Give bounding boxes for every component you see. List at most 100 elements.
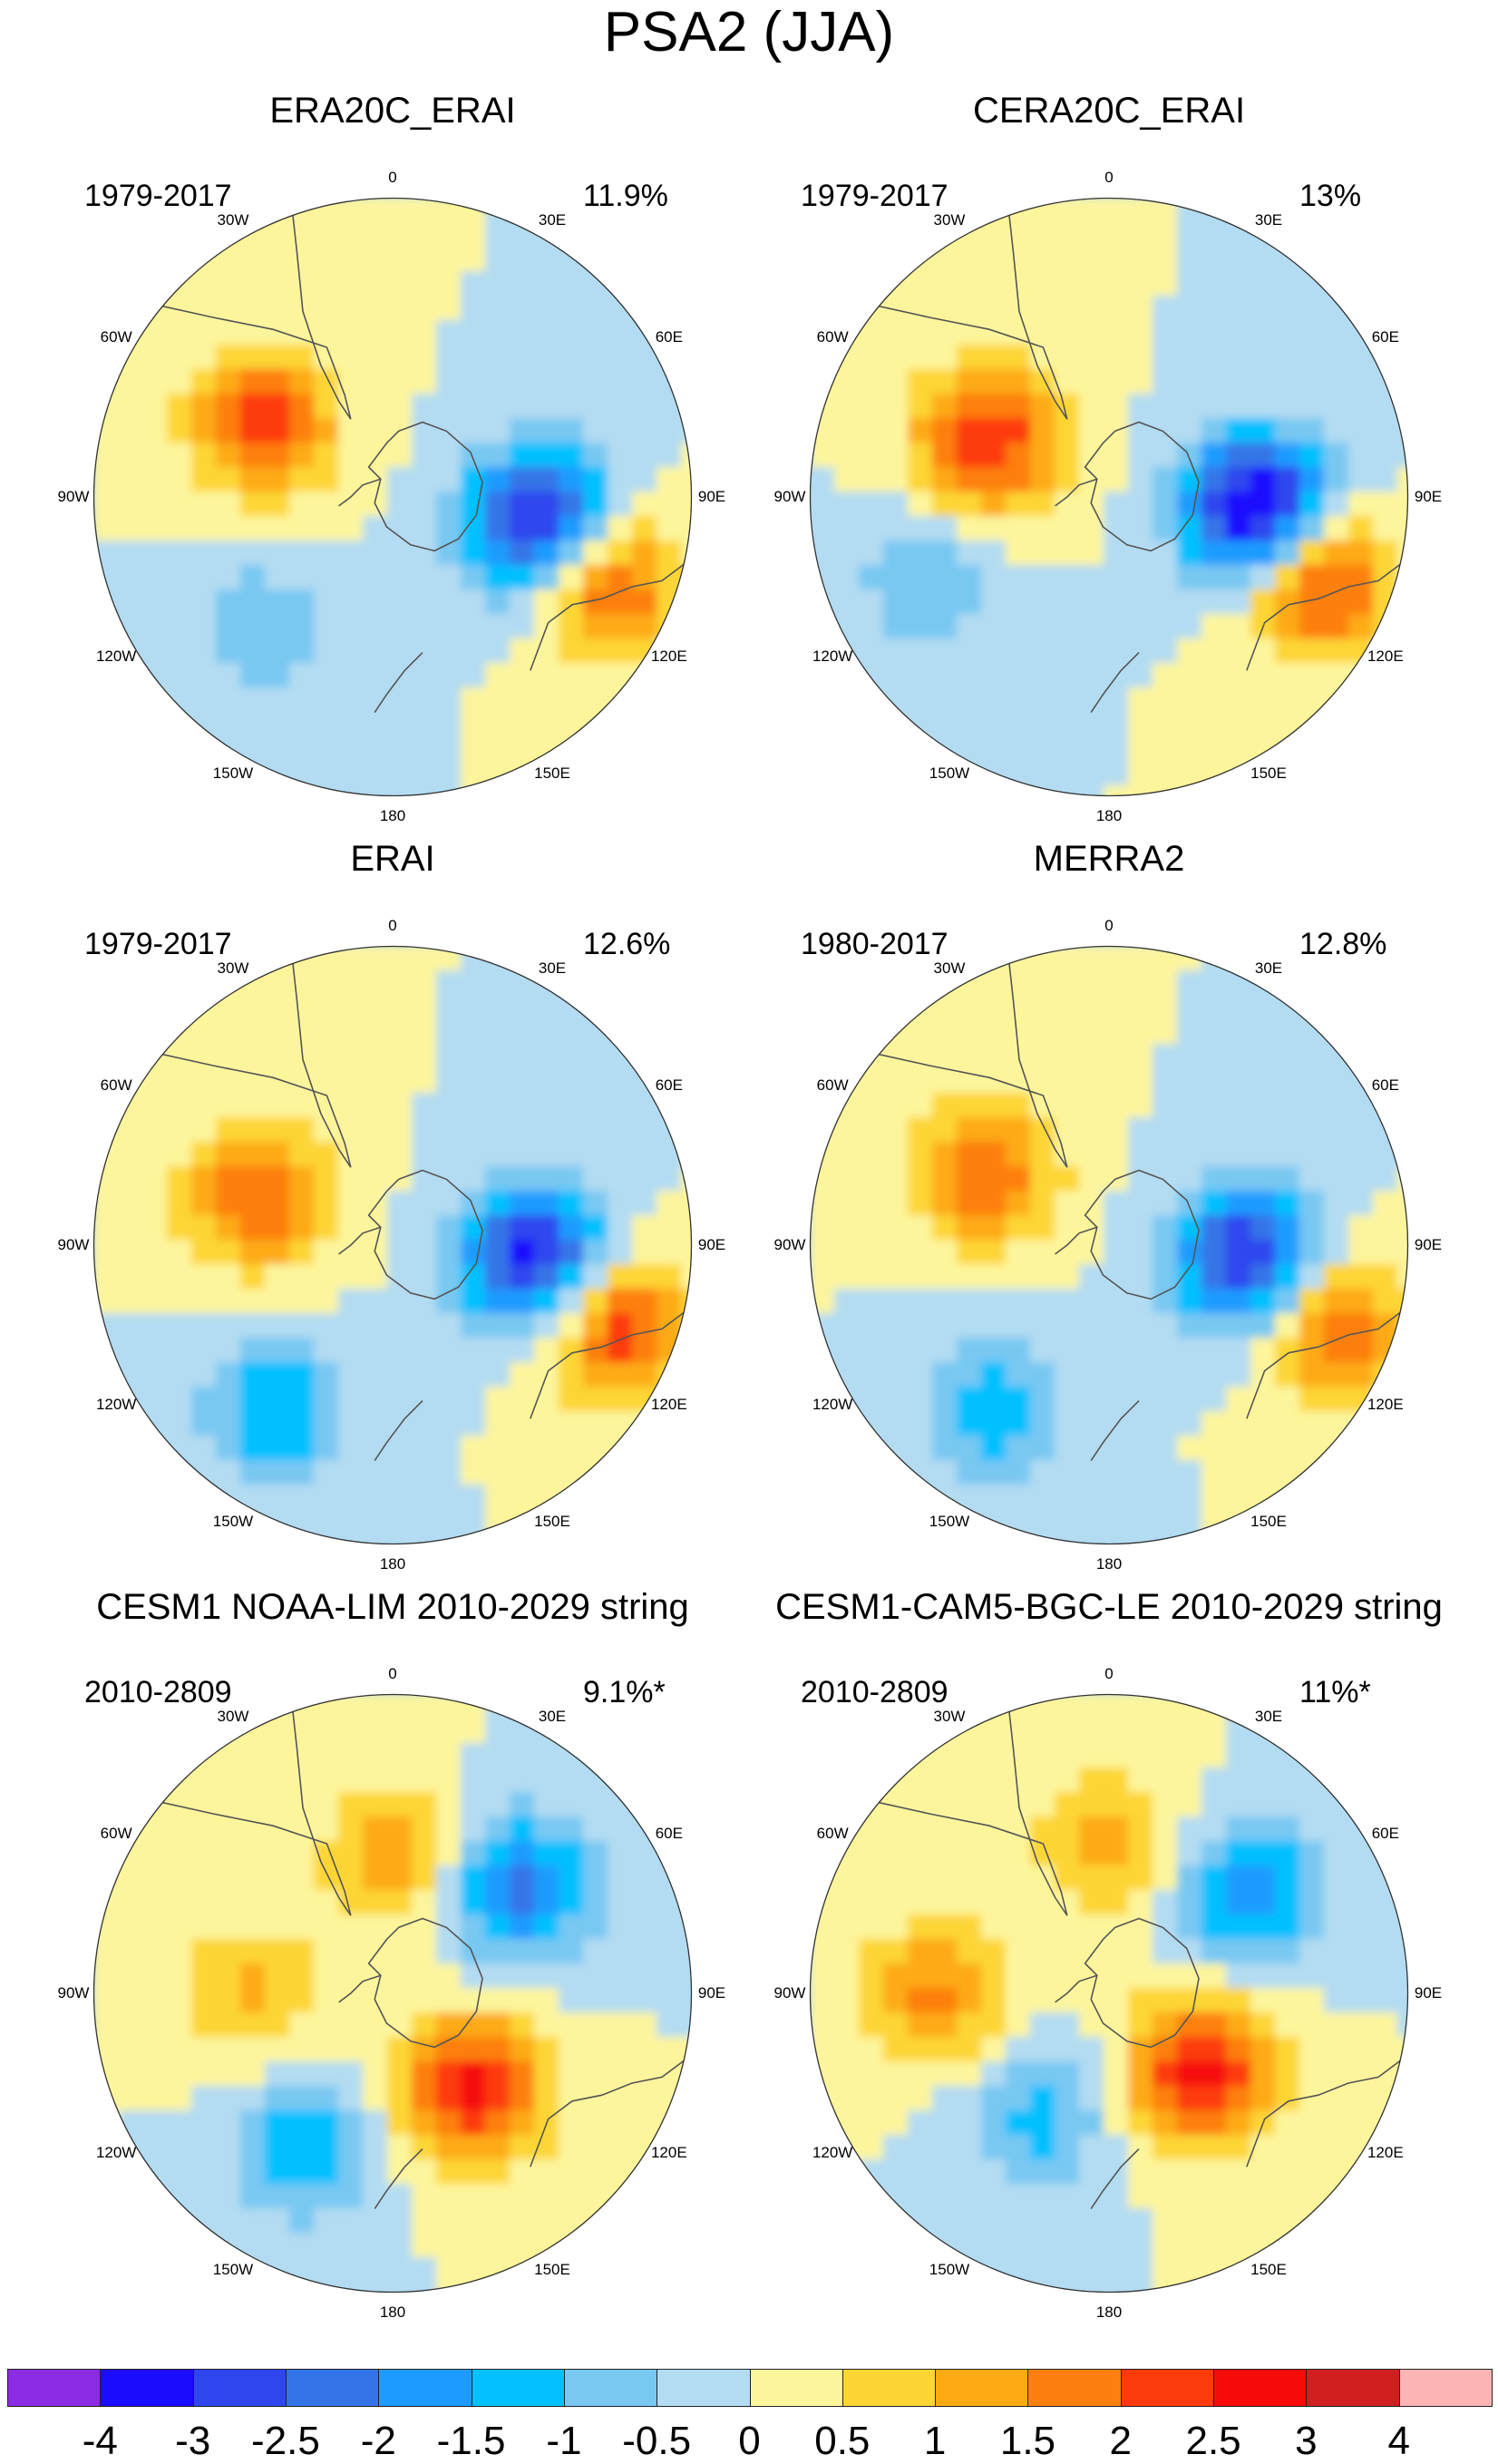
field-cell bbox=[981, 1289, 1007, 1314]
field-cell bbox=[240, 516, 266, 541]
field-cell bbox=[387, 1362, 413, 1388]
field-cell bbox=[485, 2159, 511, 2185]
field-cell bbox=[510, 1313, 535, 1339]
field-cell bbox=[1079, 1142, 1104, 1167]
field-cell bbox=[981, 1142, 1007, 1167]
field-cell bbox=[1128, 946, 1153, 971]
field-cell bbox=[363, 946, 388, 971]
field-cell bbox=[1030, 761, 1055, 786]
field-cell bbox=[1373, 1841, 1398, 1866]
field-cell bbox=[608, 1240, 633, 1265]
field-cell bbox=[859, 394, 884, 419]
field-cell bbox=[1226, 222, 1251, 248]
field-cell bbox=[1006, 736, 1031, 762]
field-cell bbox=[1299, 320, 1325, 346]
field-cell bbox=[981, 712, 1007, 737]
field-cell bbox=[240, 2086, 266, 2111]
field-cell bbox=[436, 2110, 462, 2136]
field-cell bbox=[559, 712, 584, 737]
field-cell bbox=[1006, 1313, 1031, 1339]
field-cell bbox=[1226, 2159, 1251, 2185]
field-cell bbox=[1177, 1264, 1202, 1290]
field-cell bbox=[559, 2086, 584, 2111]
field-cell bbox=[834, 467, 860, 492]
field-cell bbox=[1348, 589, 1374, 615]
field-cell bbox=[387, 1988, 413, 2013]
field-cell bbox=[1030, 2282, 1055, 2293]
field-cell bbox=[1128, 2012, 1153, 2038]
field-cell bbox=[834, 1264, 860, 1290]
field-cell bbox=[338, 663, 364, 688]
field-cell bbox=[436, 761, 462, 786]
field-cell bbox=[485, 1240, 511, 1265]
field-cell bbox=[559, 1460, 584, 1485]
field-cell bbox=[1055, 2184, 1080, 2209]
field-cell bbox=[883, 1914, 909, 1940]
field-cell bbox=[1324, 443, 1349, 468]
field-cell bbox=[1299, 271, 1325, 297]
field-cell bbox=[559, 516, 584, 541]
field-cell bbox=[412, 1534, 437, 1544]
field-cell bbox=[583, 1313, 608, 1339]
field-cell bbox=[363, 1313, 388, 1339]
field-cell bbox=[1128, 970, 1153, 996]
field-cell bbox=[957, 614, 982, 639]
field-cell bbox=[118, 1117, 143, 1143]
field-cell bbox=[534, 1142, 559, 1167]
colorbar-tick-label: 0 bbox=[738, 2419, 761, 2463]
field-cell bbox=[1153, 1939, 1178, 1964]
field-cell bbox=[981, 565, 1007, 590]
field-cell bbox=[810, 2012, 835, 2038]
field-cell bbox=[363, 1534, 388, 1544]
field-cell bbox=[1226, 1865, 1251, 1891]
field-cell bbox=[216, 541, 241, 566]
field-cell bbox=[632, 345, 657, 370]
field-cell bbox=[1153, 2184, 1178, 2209]
field-cell bbox=[834, 1215, 860, 1241]
field-cell bbox=[810, 2061, 835, 2087]
field-cell bbox=[559, 492, 584, 517]
field-cell bbox=[289, 2233, 315, 2258]
field-cell bbox=[461, 589, 486, 615]
field-cell bbox=[932, 2037, 958, 2062]
field-cell bbox=[1104, 1890, 1129, 1915]
field-cell bbox=[363, 1338, 388, 1363]
field-cell bbox=[1397, 1240, 1408, 1265]
field-cell bbox=[1030, 2159, 1055, 2185]
field-cell bbox=[1250, 1792, 1276, 1817]
field-cell bbox=[289, 1914, 315, 1940]
field-cell bbox=[608, 1166, 633, 1192]
field-cell bbox=[118, 565, 143, 590]
field-cell bbox=[859, 2110, 884, 2136]
field-cell bbox=[93, 1117, 119, 1143]
field-cell bbox=[1030, 516, 1055, 541]
field-cell bbox=[932, 663, 958, 688]
field-cell bbox=[461, 785, 486, 796]
field-cell bbox=[338, 1816, 364, 1842]
field-cell bbox=[314, 467, 339, 492]
field-cell bbox=[1030, 2037, 1055, 2062]
field-cell bbox=[981, 1460, 1007, 1485]
field-cell bbox=[436, 1460, 462, 1485]
field-cell bbox=[118, 1963, 143, 1989]
field-cell bbox=[1348, 1362, 1374, 1388]
field-cell bbox=[657, 516, 682, 541]
field-cell bbox=[363, 1485, 388, 1510]
field-cell bbox=[1079, 1264, 1104, 1290]
field-cell bbox=[810, 2110, 835, 2136]
field-cell bbox=[632, 1264, 657, 1290]
map-border bbox=[809, 945, 1409, 1545]
field-cell bbox=[1030, 1436, 1055, 1461]
field-cell bbox=[1324, 1068, 1349, 1094]
field-cell bbox=[1104, 1019, 1129, 1045]
field-cell bbox=[191, 1816, 217, 1842]
field-cell bbox=[363, 2110, 388, 2136]
longitude-label: 0 bbox=[1104, 1665, 1114, 1682]
field-cell bbox=[1055, 1914, 1080, 1940]
field-cell bbox=[583, 320, 608, 346]
field-cell bbox=[534, 1117, 559, 1143]
field-cell bbox=[485, 394, 511, 419]
field-cell bbox=[1324, 320, 1349, 346]
field-cell bbox=[859, 1841, 884, 1866]
field-cell bbox=[142, 1068, 168, 1094]
